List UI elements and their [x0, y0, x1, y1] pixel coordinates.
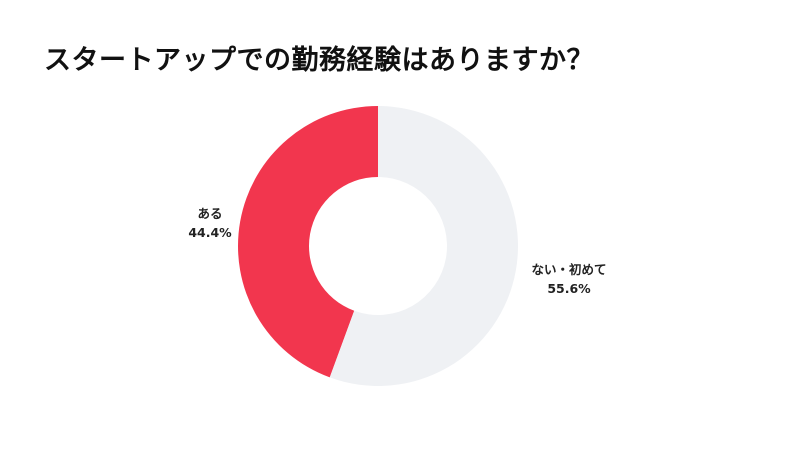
chart-title: スタートアップでの勤務経験はありますか？	[44, 45, 594, 76]
slice-label-1: ない・初めて	[531, 262, 606, 277]
slice-1	[329, 106, 518, 386]
slice-value-1: 55.6%	[547, 281, 591, 296]
donut-slices	[238, 106, 518, 386]
slice-label-0: ある	[197, 206, 222, 221]
donut-labels: ある 44.4% ない・初めて 55.6%	[188, 206, 606, 296]
slice-value-0: 44.4%	[188, 225, 232, 240]
slice-0	[238, 106, 378, 378]
